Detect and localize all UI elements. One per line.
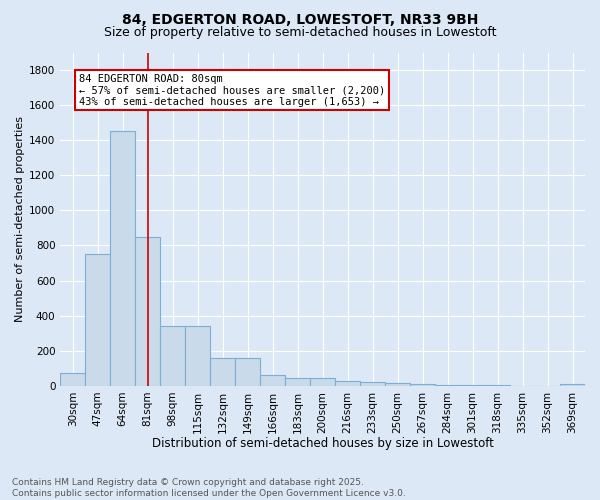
Text: 84, EDGERTON ROAD, LOWESTOFT, NR33 9BH: 84, EDGERTON ROAD, LOWESTOFT, NR33 9BH bbox=[122, 12, 478, 26]
Bar bbox=[60, 372, 85, 386]
Bar bbox=[310, 378, 335, 386]
Bar bbox=[85, 254, 110, 386]
Bar bbox=[360, 382, 385, 386]
Bar bbox=[435, 385, 460, 386]
Bar bbox=[235, 358, 260, 386]
Bar bbox=[185, 326, 210, 386]
Text: 84 EDGERTON ROAD: 80sqm
← 57% of semi-detached houses are smaller (2,200)
43% of: 84 EDGERTON ROAD: 80sqm ← 57% of semi-de… bbox=[79, 74, 385, 107]
Bar bbox=[335, 380, 360, 386]
Bar bbox=[410, 384, 435, 386]
Bar bbox=[385, 383, 410, 386]
Y-axis label: Number of semi-detached properties: Number of semi-detached properties bbox=[15, 116, 25, 322]
Bar bbox=[210, 358, 235, 386]
Bar bbox=[160, 326, 185, 386]
Bar bbox=[110, 132, 135, 386]
X-axis label: Distribution of semi-detached houses by size in Lowestoft: Distribution of semi-detached houses by … bbox=[152, 437, 494, 450]
Text: Size of property relative to semi-detached houses in Lowestoft: Size of property relative to semi-detach… bbox=[104, 26, 496, 39]
Text: Contains HM Land Registry data © Crown copyright and database right 2025.
Contai: Contains HM Land Registry data © Crown c… bbox=[12, 478, 406, 498]
Bar bbox=[260, 376, 285, 386]
Bar bbox=[560, 384, 585, 386]
Bar bbox=[285, 378, 310, 386]
Bar bbox=[135, 236, 160, 386]
